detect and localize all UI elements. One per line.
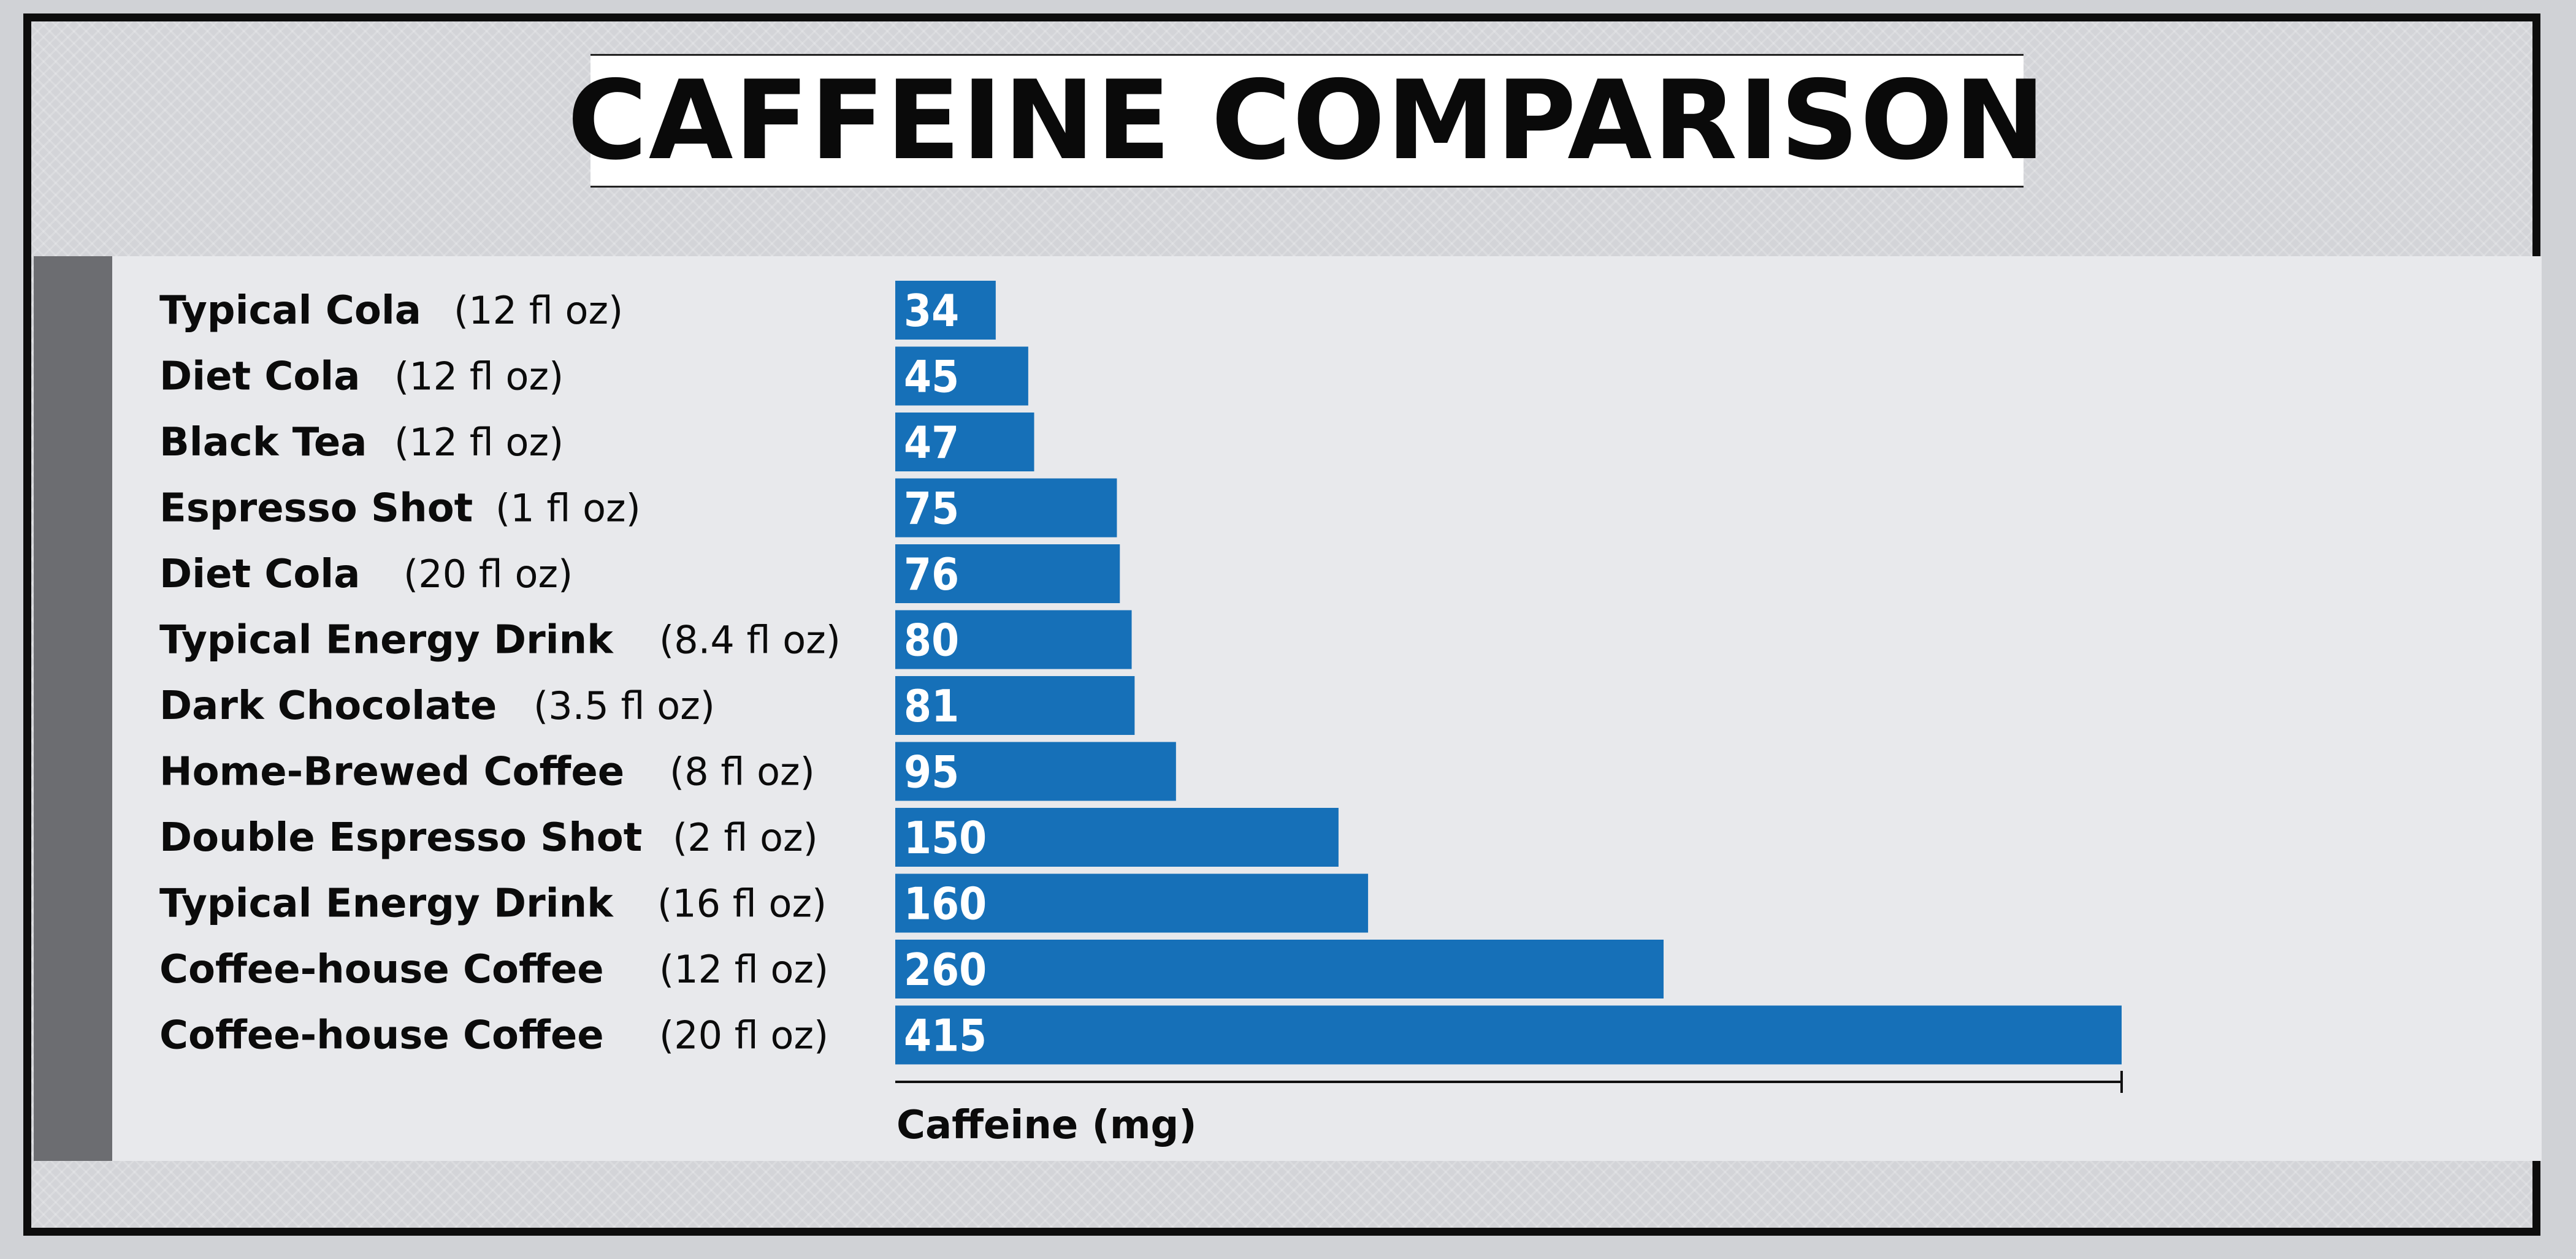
category-label: Double Espresso Shot <box>159 815 642 861</box>
title-banner: CAFFEINE COMPARISON <box>567 54 2046 188</box>
bar <box>895 940 1664 998</box>
category-label: Typical Cola <box>159 288 421 333</box>
category-label: Black Tea <box>159 420 367 465</box>
category-label: Espresso Shot <box>159 486 473 531</box>
category-serving-size: (12 fl oz) <box>394 354 564 399</box>
category-serving-size: (12 fl oz) <box>659 947 828 992</box>
bar-value-label: 34 <box>904 285 959 337</box>
bar-value-label: 47 <box>904 417 959 468</box>
category-serving-size: (20 fl oz) <box>659 1013 828 1058</box>
bar-value-label: 95 <box>904 747 959 798</box>
bar-value-label: 80 <box>904 615 959 666</box>
bar <box>895 281 996 340</box>
bar-value-label: 160 <box>904 878 987 930</box>
bar-value-label: 75 <box>904 483 959 534</box>
category-label: Diet Cola <box>159 354 360 400</box>
category-label: Typical Energy Drink <box>159 881 614 927</box>
bar <box>895 478 1117 538</box>
bar-value-label: 150 <box>904 812 987 864</box>
bar <box>895 413 1034 471</box>
bar-value-label: 45 <box>904 351 959 403</box>
category-serving-size: (3.5 fl oz) <box>533 683 715 728</box>
bar <box>895 346 1028 406</box>
category-serving-size: (12 fl oz) <box>394 420 564 465</box>
category-label: Dark Chocolate <box>159 683 497 729</box>
bar <box>895 1005 2122 1065</box>
category-serving-size: (8.4 fl oz) <box>659 618 841 663</box>
bar-value-label: 260 <box>904 944 987 995</box>
bar <box>895 808 1339 867</box>
chart-title: CAFFEINE COMPARISON <box>567 57 2047 184</box>
bar-value-label: 81 <box>904 680 959 732</box>
bar <box>895 676 1135 735</box>
category-serving-size: (16 fl oz) <box>657 881 827 926</box>
category-label: Coffee-house Coffee <box>159 1013 604 1059</box>
category-serving-size: (8 fl oz) <box>670 750 815 794</box>
panel-side-stripe <box>34 256 112 1161</box>
category-label: Home-Brewed Coffee <box>159 750 624 795</box>
category-serving-size: (12 fl oz) <box>454 288 623 333</box>
category-label: Typical Energy Drink <box>159 618 614 663</box>
category-serving-size: (2 fl oz) <box>673 815 818 860</box>
bar <box>895 742 1176 801</box>
category-label: Coffee-house Coffee <box>159 947 604 992</box>
bar <box>895 544 1120 603</box>
category-label: Diet Cola <box>159 552 360 597</box>
plot-area: 34 Typical Cola (12 fl oz) 45 Diet Cola (12 f… <box>159 281 2122 1065</box>
bar-value-label: 76 <box>904 549 959 600</box>
bar-value-label: 415 <box>904 1010 987 1062</box>
category-serving-size: (1 fl oz) <box>495 486 641 531</box>
bar <box>895 610 1132 669</box>
category-serving-size: (20 fl oz) <box>403 552 573 596</box>
bar <box>895 873 1369 933</box>
x-axis-title: Caffeine (mg) <box>896 1103 1197 1148</box>
